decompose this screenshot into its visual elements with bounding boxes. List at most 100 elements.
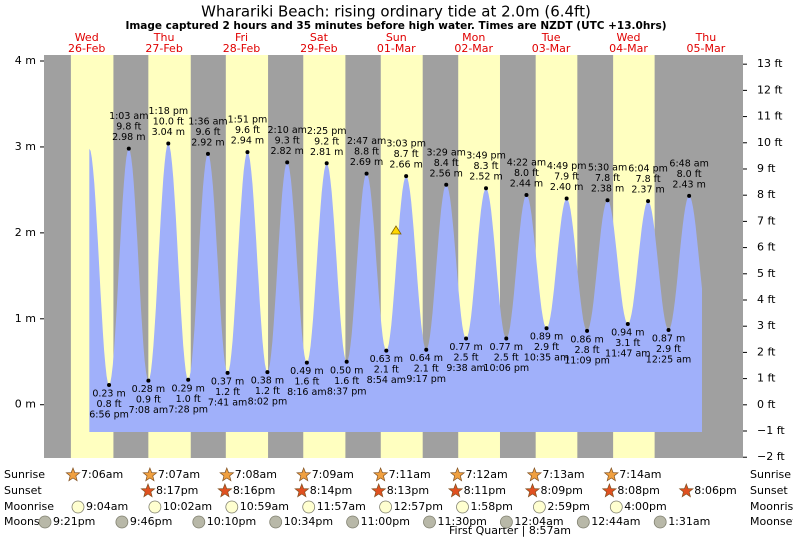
tide-point bbox=[484, 186, 489, 191]
row-time: 8:16pm bbox=[233, 484, 275, 497]
tide-point bbox=[524, 193, 529, 198]
tide-label: 9.8 ft bbox=[116, 122, 141, 133]
tide-label: 2.92 m bbox=[191, 137, 224, 148]
tide-label: 10:06 pm bbox=[483, 363, 529, 374]
tide-label: 8.0 ft bbox=[677, 169, 702, 180]
y2-tick-label: −1 ft bbox=[757, 424, 785, 437]
tide-label: 2.94 m bbox=[231, 136, 264, 147]
row-time: 11:57am bbox=[317, 500, 366, 513]
tide-label: 3.1 ft bbox=[615, 338, 640, 349]
tide-point bbox=[464, 336, 469, 341]
moonset-icon bbox=[192, 515, 206, 529]
day-date: 27-Feb bbox=[145, 42, 182, 55]
tide-label: 1.6 ft bbox=[334, 376, 359, 387]
y-tick-label: 3 m bbox=[15, 140, 36, 153]
y2-tick-label: 10 ft bbox=[757, 136, 783, 149]
moonrise-icon bbox=[225, 500, 239, 514]
tide-label: 2.56 m bbox=[430, 168, 463, 179]
row-time: 7:12am bbox=[466, 468, 508, 481]
day-name: Mon bbox=[462, 31, 485, 44]
tide-label: 0.87 m bbox=[652, 333, 685, 344]
tide-point bbox=[324, 161, 329, 166]
tide-point bbox=[544, 326, 549, 331]
y2-tick-label: −2 ft bbox=[757, 450, 785, 463]
tide-label: 0.63 m bbox=[370, 354, 403, 365]
tide-label: 10:35 am bbox=[524, 353, 569, 364]
tide-point bbox=[364, 171, 369, 176]
y-tick-label: 1 m bbox=[15, 312, 36, 325]
day-date: 01-Mar bbox=[377, 42, 416, 55]
row-time: 11:00pm bbox=[361, 515, 410, 528]
tide-label: 2.38 m bbox=[591, 184, 624, 195]
tide-label: 7:28 pm bbox=[168, 404, 208, 415]
tide-label: 6:56 pm bbox=[89, 409, 129, 420]
day-date: 05-Mar bbox=[687, 42, 726, 55]
tide-label: 0.38 m bbox=[251, 376, 284, 387]
y-tick-label: 2 m bbox=[15, 226, 36, 239]
row-time: 7:14am bbox=[619, 468, 661, 481]
moonset-icon bbox=[653, 515, 667, 529]
tide-point bbox=[344, 359, 349, 364]
tide-label: 0.89 m bbox=[530, 332, 563, 343]
tide-label: 2:47 am bbox=[347, 136, 386, 147]
tide-label: 2.82 m bbox=[270, 146, 303, 157]
tide-area bbox=[89, 143, 703, 432]
tide-label: 2.1 ft bbox=[374, 365, 399, 376]
moonset-icon bbox=[346, 515, 360, 529]
row-time: 8:06pm bbox=[694, 484, 736, 497]
tide-label: 7:08 am bbox=[129, 405, 168, 416]
tide-label: 0.86 m bbox=[570, 334, 603, 345]
moonrise-icon bbox=[533, 500, 546, 514]
tide-label: 7.8 ft bbox=[595, 173, 620, 184]
tide-label: 2.66 m bbox=[389, 160, 422, 171]
tide-label: 6:04 pm bbox=[628, 164, 668, 175]
tide-label: 8:16 am bbox=[287, 387, 326, 398]
day-date: 28-Feb bbox=[223, 42, 260, 55]
moon-phase: First Quarter | 8:57am bbox=[449, 524, 571, 537]
tide-point bbox=[504, 336, 509, 341]
tide-label: 1:36 am bbox=[188, 116, 227, 127]
tide-label: 9.6 ft bbox=[195, 127, 220, 138]
tide-label: 5:30 am bbox=[588, 163, 627, 174]
tide-label: 8.7 ft bbox=[394, 149, 419, 160]
tide-label: 8:54 am bbox=[367, 375, 406, 386]
row-time: 8:09pm bbox=[541, 484, 583, 497]
tide-label: 8:02 pm bbox=[248, 397, 288, 408]
y-tick-label: 4 m bbox=[15, 54, 36, 67]
row-time: 10:59am bbox=[240, 500, 289, 513]
tide-point bbox=[424, 347, 429, 352]
sunset-icon bbox=[140, 483, 156, 498]
row-label-right: Sunset bbox=[750, 484, 788, 497]
tide-label: 9:38 am bbox=[446, 363, 485, 374]
row-time: 7:06am bbox=[81, 468, 123, 481]
tide-point bbox=[444, 182, 449, 187]
tide-label: 2.52 m bbox=[469, 172, 502, 183]
tide-point bbox=[404, 174, 409, 179]
tide-label: 1.6 ft bbox=[294, 377, 319, 388]
row-time: 7:11am bbox=[389, 468, 431, 481]
tide-label: 8.3 ft bbox=[473, 161, 498, 172]
tide-label: 7.9 ft bbox=[554, 171, 579, 182]
sunset-icon bbox=[371, 483, 387, 498]
day-name: Fri bbox=[235, 31, 248, 44]
day-date: 29-Feb bbox=[300, 42, 337, 55]
day-date: 26-Feb bbox=[68, 42, 105, 55]
day-name: Tue bbox=[541, 31, 561, 44]
day-name: Thu bbox=[153, 31, 175, 44]
tide-label: 1:03 am bbox=[109, 111, 148, 122]
sunrise-icon bbox=[219, 467, 235, 482]
tide-point bbox=[646, 199, 651, 204]
tide-label: 3:49 pm bbox=[466, 151, 506, 162]
sunset-icon bbox=[217, 483, 233, 498]
y2-tick-label: 3 ft bbox=[757, 319, 776, 332]
tide-point bbox=[666, 327, 671, 332]
tide-label: 2.69 m bbox=[350, 157, 383, 168]
row-time: 2:59pm bbox=[547, 500, 589, 513]
moonset-icon bbox=[269, 515, 283, 529]
tide-label: 2.5 ft bbox=[454, 353, 479, 364]
tide-label: 2.43 m bbox=[672, 179, 705, 190]
tide-label: 1.2 ft bbox=[215, 387, 240, 398]
tide-label: 0.50 m bbox=[330, 365, 363, 376]
tide-point bbox=[687, 193, 692, 198]
row-time: 12:04am bbox=[514, 515, 563, 528]
